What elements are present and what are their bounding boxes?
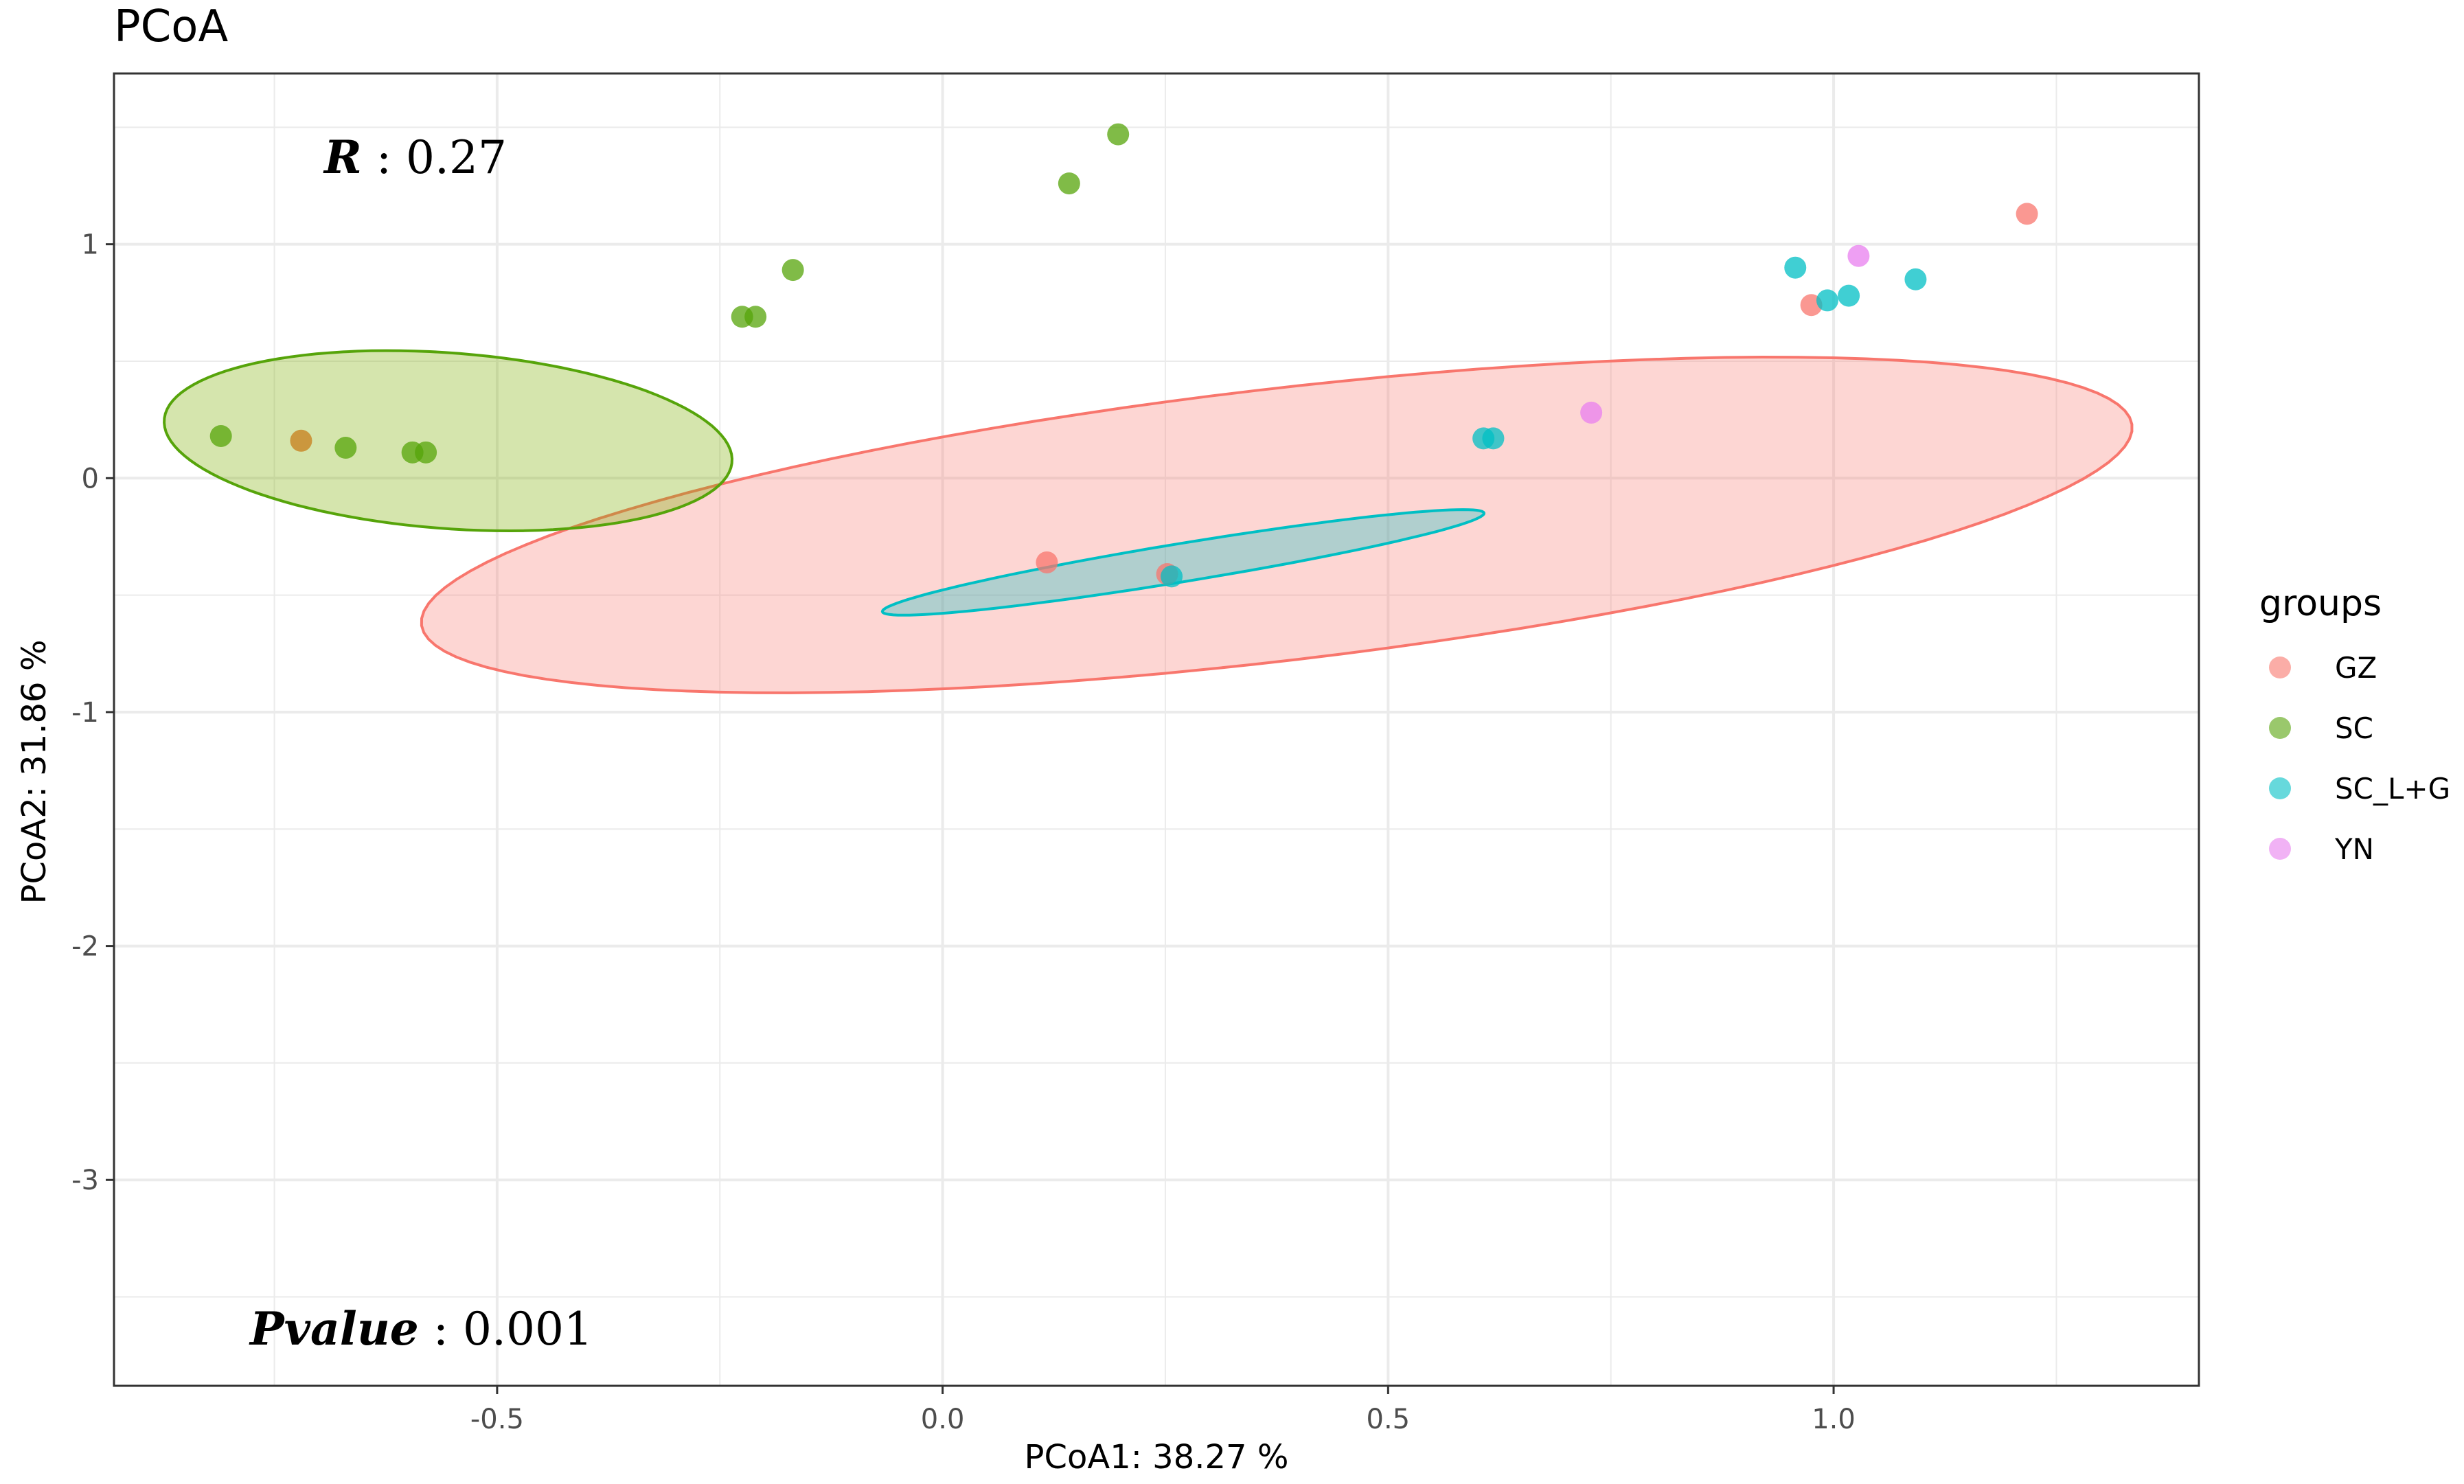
- legend-key: [2269, 717, 2291, 739]
- x-axis-title: PCoA1: 38.27 %: [1025, 1438, 1289, 1476]
- legend-items: GZ SC SC_L+G YN: [2269, 651, 2450, 866]
- x-tick-label: 1.0: [1812, 1404, 1856, 1435]
- legend-key: [2269, 838, 2291, 860]
- legend: groups GZ SC SC_L+G YN: [2259, 583, 2450, 866]
- point-overlap: [290, 429, 312, 452]
- x-tick-label: 0.0: [921, 1404, 965, 1435]
- x-axis-ticks: -0.5 0.0 0.5 1.0: [470, 1386, 1856, 1435]
- point-sc: [334, 437, 357, 459]
- panel-border: [113, 72, 2200, 1387]
- point-sc: [209, 424, 232, 447]
- legend-key: [2269, 777, 2291, 799]
- panel-background: [114, 73, 2199, 1386]
- y-tick-label: 1: [82, 229, 99, 261]
- point-gz: [1036, 551, 1058, 573]
- point-yn: [1580, 401, 1603, 424]
- p-statistic: Pvalue : 0.001: [249, 1302, 593, 1356]
- point-gz: [2016, 203, 2038, 225]
- point-sc-l-g: [1161, 565, 1183, 588]
- x-tick-label: 0.5: [1367, 1404, 1411, 1435]
- y-axis-title: PCoA2: 31.86 %: [15, 640, 54, 904]
- point-sc-l-g: [1904, 268, 1927, 290]
- legend-label: SC: [2335, 711, 2373, 745]
- point-sc-l-g: [1482, 427, 1505, 450]
- point-sc: [415, 441, 437, 464]
- p-label: Pvalue: [249, 1302, 419, 1356]
- chart-title: PCoA: [114, 1, 228, 52]
- ellipse-sc-l-g: [880, 508, 1486, 617]
- r-value: : 0.27: [362, 131, 507, 184]
- legend-key: [2269, 657, 2291, 678]
- y-tick-label: -2: [71, 931, 99, 963]
- point-sc: [782, 259, 804, 282]
- y-tick-label: -1: [71, 697, 99, 729]
- plot-area: [113, 72, 2200, 1387]
- ellipse-gz: [420, 355, 2134, 694]
- r-label: R: [323, 130, 362, 184]
- legend-title: groups: [2259, 583, 2382, 624]
- point-sc: [1058, 172, 1080, 195]
- legend-label: SC_L+G: [2335, 772, 2450, 806]
- x-tick-label: -0.5: [470, 1404, 524, 1435]
- y-axis-ticks: -3 -2 -1 0 1: [71, 229, 114, 1196]
- point-yn: [1847, 244, 1870, 267]
- y-tick-label: -3: [71, 1165, 99, 1196]
- r-statistic: R : 0.27: [323, 130, 507, 184]
- data-points: [209, 123, 2038, 588]
- legend-label: GZ: [2335, 651, 2377, 685]
- ellipse-sc: [163, 349, 734, 533]
- y-tick-label: 0: [82, 463, 99, 494]
- legend-label: YN: [2334, 832, 2374, 866]
- point-sc-l-g: [1784, 256, 1807, 279]
- point-sc: [744, 306, 767, 328]
- point-sc: [1107, 123, 1130, 146]
- point-sc-l-g: [1816, 289, 1838, 312]
- confidence-ellipses: [163, 349, 2134, 694]
- point-sc-l-g: [1838, 284, 1860, 307]
- p-value: : 0.001: [419, 1303, 593, 1356]
